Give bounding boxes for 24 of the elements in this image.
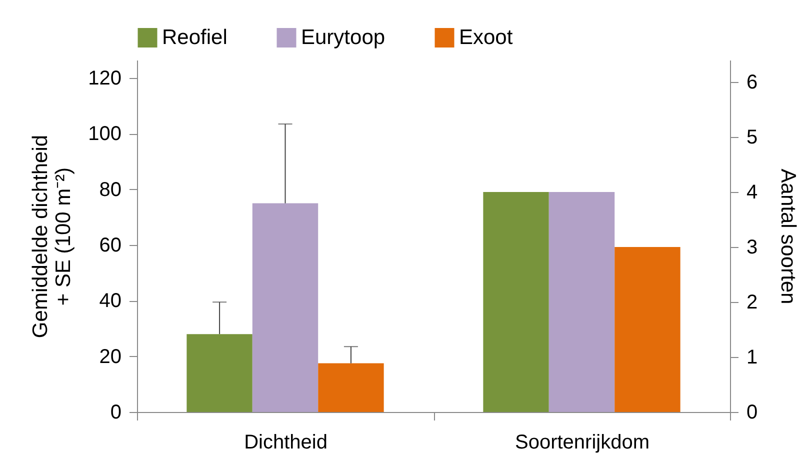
y2-tick-label: 2: [746, 292, 758, 314]
legend-label: Reofiel: [162, 26, 228, 49]
bar: [186, 334, 252, 412]
y2-tick-label: 3: [746, 236, 758, 258]
y2-tick-label: 5: [746, 126, 758, 148]
y-tick-label: 20: [99, 346, 122, 368]
legend-label: Eurytoop: [301, 26, 386, 49]
y-tick-label: 40: [99, 290, 122, 312]
y-tick-label: 120: [88, 68, 122, 90]
y2-tick-label: 0: [746, 402, 758, 424]
y-tick-label: 60: [99, 234, 122, 257]
y-tick-label: 80: [99, 178, 122, 201]
bar: [318, 363, 384, 412]
bar: [252, 203, 318, 412]
y2-tick-label: 1: [746, 346, 758, 368]
y2-axis-title: Aantal soorten: [776, 168, 800, 304]
x-tick-label: Soortenrijkdom: [514, 432, 650, 454]
legend-label: Exoot: [459, 26, 513, 49]
y-tick-label: 0: [110, 402, 122, 424]
x-tick-label: Dichtheid: [244, 432, 328, 454]
y2-tick-label: 6: [746, 72, 758, 94]
y2-tick-label: 4: [746, 182, 758, 204]
y-tick-label: 100: [88, 123, 122, 146]
y-axis-title: Gemiddelde dichtheid + SE (100 m⁻²): [29, 134, 76, 338]
